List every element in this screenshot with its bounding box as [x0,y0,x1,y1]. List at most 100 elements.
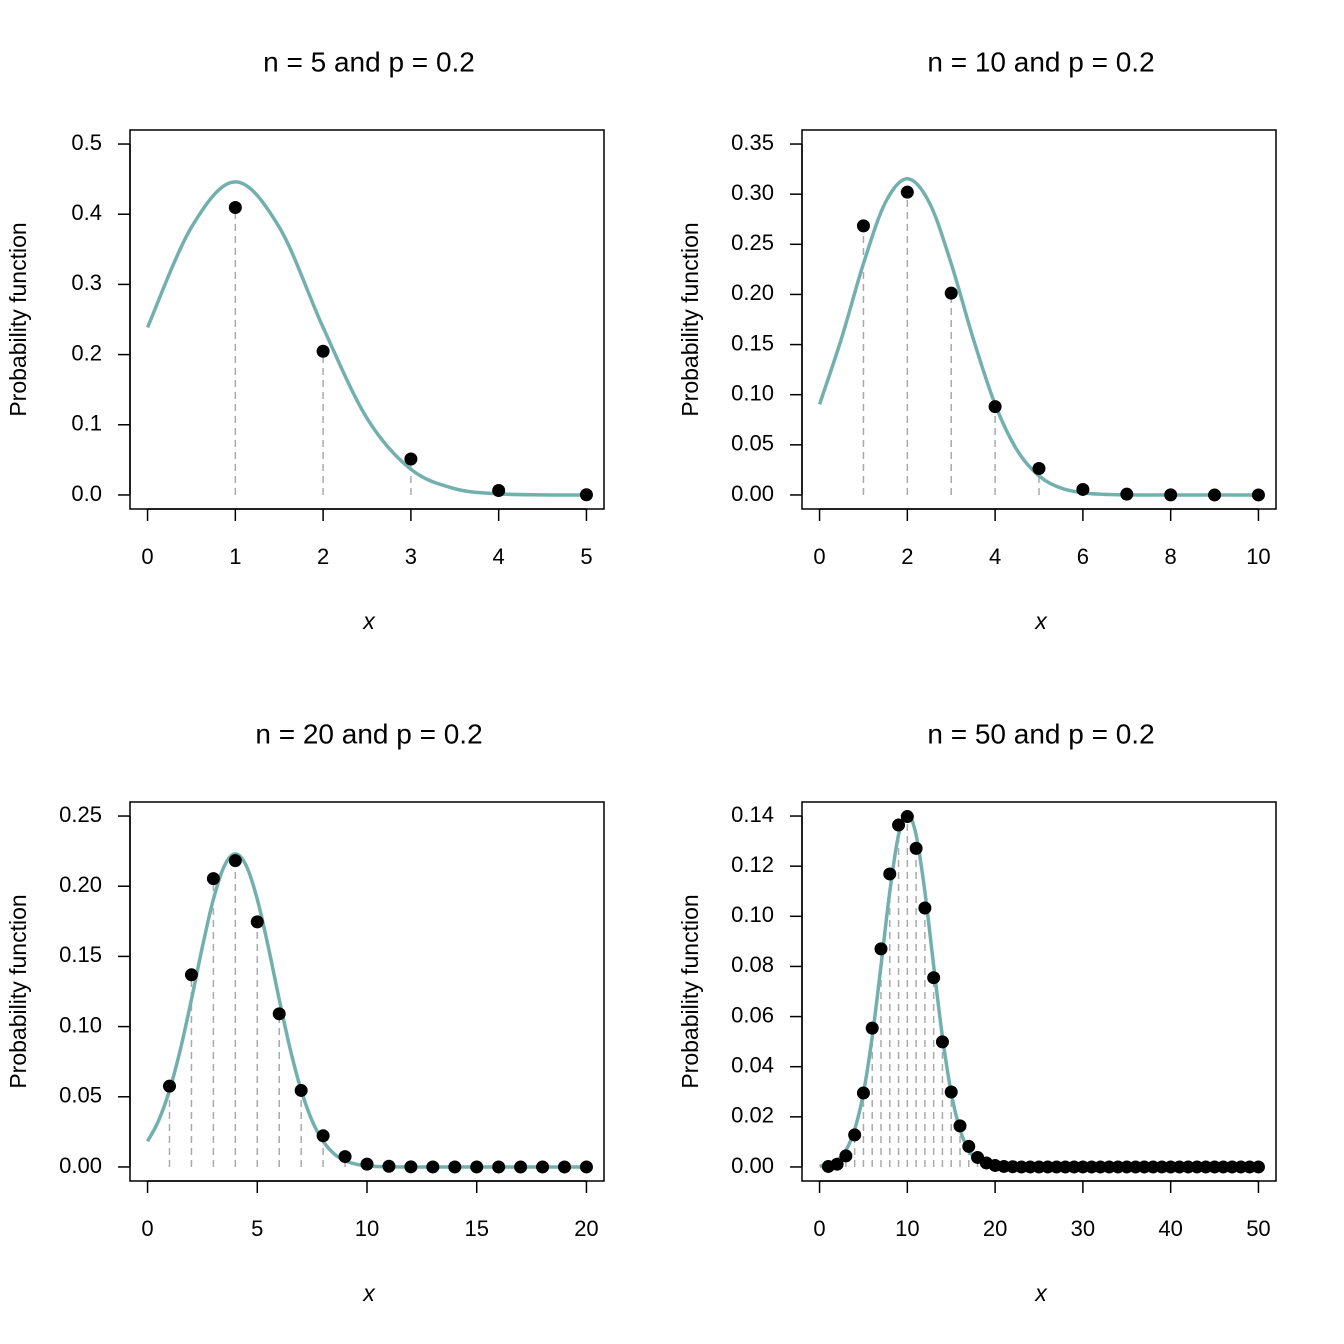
x-tick-label: 1 [229,544,241,569]
probability-point [839,1149,853,1163]
y-tick-label: 0.15 [731,330,774,355]
probability-point [1076,482,1090,496]
y-tick-label: 0.00 [59,1153,102,1178]
probability-point [900,810,914,824]
probability-point [404,452,418,466]
chart-title: n = 20 and p = 0.2 [255,718,482,749]
y-tick-label: 0.08 [731,952,774,977]
probability-point [558,1160,571,1174]
x-tick-label: 5 [580,544,592,569]
y-tick-label: 0.3 [71,270,102,295]
probability-point [448,1160,462,1174]
x-axis-label: x [362,608,376,634]
probability-point [874,942,888,956]
y-tick-label: 0.25 [731,230,774,255]
plot-frame [801,801,1277,1182]
x-tick-label: 2 [901,544,913,569]
probability-point [206,872,220,886]
x-axis-label: x [362,1280,376,1306]
y-tick-label: 0.05 [59,1083,102,1108]
probability-point [404,1160,418,1174]
probability-point [250,915,264,929]
panel: n = 10 and p = 0.2 x Probability function 0… [677,46,1277,634]
x-tick-label: 10 [895,1216,919,1241]
y-tick-label: 0.20 [731,280,774,305]
probability-point [935,1035,949,1049]
probability-point [927,971,941,985]
y-tick-label: 0.2 [71,340,102,365]
probability-point [228,854,242,868]
plot-frame [801,129,1277,510]
probability-point [360,1157,374,1171]
plot-frame [129,801,605,1182]
x-tick-label: 2 [317,544,329,569]
x-tick-label: 8 [1165,544,1177,569]
y-axis-label: Probability function [5,894,31,1088]
chart-title: n = 10 and p = 0.2 [927,46,1154,77]
y-tick-label: 0.14 [731,802,774,827]
probability-point [514,1160,528,1174]
probability-point [944,286,958,300]
density-curve [145,180,587,497]
y-tick-label: 0.10 [731,902,774,927]
y-tick-label: 0.1 [71,411,102,436]
probability-point [492,1160,506,1174]
x-tick-label: 10 [355,1216,379,1241]
panel: n = 20 and p = 0.2 x Probability function 0… [5,718,605,1306]
x-tick-label: 4 [989,544,1001,569]
chart-title: n = 5 and p = 0.2 [263,46,475,77]
probability-point [579,1160,593,1174]
x-tick-label: 20 [574,1216,598,1241]
x-tick-label: 30 [1071,1216,1095,1241]
density-curve [819,811,1259,1169]
y-tick-label: 0.00 [731,481,774,506]
probability-point [579,488,593,502]
y-tick-label: 0.5 [71,130,102,155]
probability-point [294,1083,308,1097]
x-tick-label: 6 [1077,544,1089,569]
probability-point [962,1139,976,1153]
probability-point [1164,488,1178,502]
y-tick-label: 0.25 [59,802,102,827]
x-tick-label: 15 [464,1216,488,1241]
y-tick-label: 0.20 [59,872,102,897]
probability-point [856,219,870,233]
x-tick-label: 40 [1158,1216,1182,1241]
x-axis-label: x [1034,608,1048,634]
x-tick-label: 0 [141,544,153,569]
x-tick-label: 20 [983,1216,1007,1241]
density-curve [817,176,1259,497]
probability-point [892,818,906,832]
probability-point [316,1129,330,1143]
probability-point [492,483,506,497]
x-tick-label: 0 [813,544,825,569]
probability-point [184,968,198,982]
probability-point [865,1021,879,1035]
probability-point [900,185,914,199]
y-tick-label: 0.12 [731,852,774,877]
y-axis-label: Probability function [677,894,703,1088]
probability-point [382,1159,396,1173]
probability-point [1251,488,1265,502]
y-tick-label: 0.00 [731,1153,774,1178]
probability-point [848,1128,862,1142]
probability-point [883,867,897,881]
probability-point [316,344,330,358]
plot-frame [129,129,605,510]
y-tick-label: 0.04 [731,1053,774,1078]
y-tick-label: 0.10 [731,381,774,406]
y-tick-label: 0.35 [731,130,774,155]
probability-point [426,1160,440,1174]
chart-title: n = 50 and p = 0.2 [927,718,1154,749]
x-tick-label: 10 [1246,544,1270,569]
x-tick-label: 5 [251,1216,263,1241]
probability-point [918,901,932,915]
probability-point [944,1085,958,1099]
y-axis-label: Probability function [677,222,703,416]
panel: n = 5 and p = 0.2 x Probability function 0 1… [5,46,605,634]
y-tick-label: 0.4 [71,200,102,225]
y-tick-label: 0.0 [71,481,102,506]
y-tick-label: 0.30 [731,180,774,205]
probability-point [909,841,923,855]
